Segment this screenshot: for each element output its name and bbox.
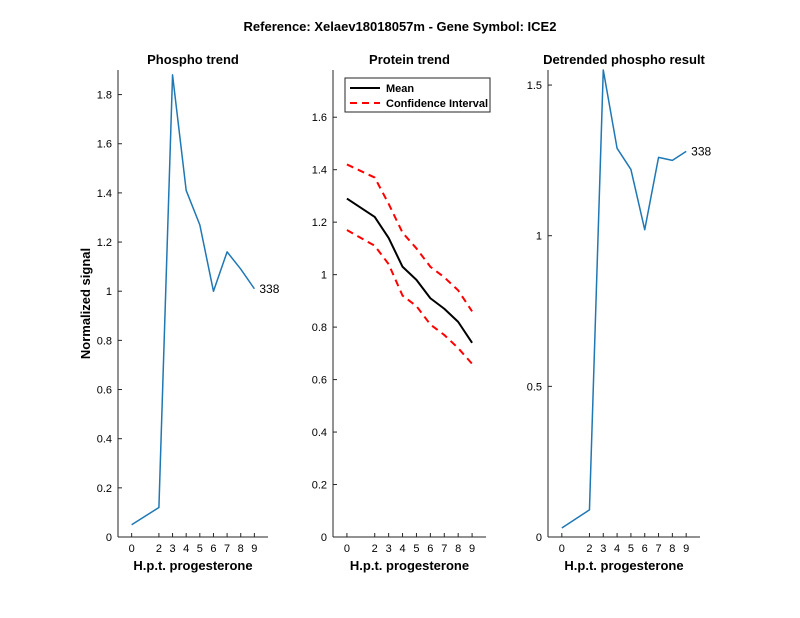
x-tick-label: 6	[427, 543, 433, 555]
phospho-trend-panel: 0 2 3 4 5 6 7 8 9 0 0.2 0.4 0.6 0.8 1 1.2 1.4 1.6 1.8 Phosp…	[78, 52, 280, 573]
x-tick-label: 2	[156, 543, 162, 555]
x-tick-label: 0	[344, 543, 350, 555]
y-tick-label: 0	[536, 532, 542, 544]
series-end-label: 338	[691, 144, 711, 158]
detrended-phospho-panel: 0 2 3 4 5 6 7 8 9 0 0.5 1 1.5 Detrended phospho resul…	[527, 52, 712, 573]
x-tick-label: 9	[251, 543, 257, 555]
x-axis-label: H.p.t. progesterone	[350, 558, 469, 573]
y-tick-label: 1.5	[527, 80, 542, 92]
y-tick-label: 0.5	[527, 381, 542, 393]
x-tick-label: 5	[628, 543, 634, 555]
panel-title: Protein trend	[369, 52, 450, 67]
x-tick-label: 6	[642, 543, 648, 555]
x-tick-label: 8	[669, 543, 675, 555]
x-tick-label: 3	[386, 543, 392, 555]
x-tick-label: 9	[683, 543, 689, 555]
x-axis-label: H.p.t. progesterone	[564, 558, 683, 573]
y-axis-label: Normalized signal	[78, 248, 93, 359]
y-tick-label: 1	[536, 231, 542, 243]
series-line	[561, 69, 687, 529]
x-tick-label: 7	[655, 543, 661, 555]
legend-box	[344, 77, 491, 113]
x-tick-label: 4	[183, 543, 189, 555]
x-tick-label: 4	[399, 543, 405, 555]
figure-title: Reference: Xelaev18018057m - Gene Symbol…	[244, 19, 557, 34]
y-tick-label: 0.8	[312, 322, 327, 334]
x-tick-label: 3	[600, 543, 606, 555]
x-tick-label: 5	[413, 543, 419, 555]
y-tick-label: 1.6	[97, 139, 112, 151]
x-axis-label: H.p.t. progesterone	[133, 558, 252, 573]
y-tick-label: 1.8	[97, 90, 112, 102]
y-tick-label: 1	[106, 286, 112, 298]
series-line	[346, 163, 473, 312]
x-tick-label: 9	[469, 543, 475, 555]
x-tick-label: 0	[559, 543, 565, 555]
x-tick-label: 8	[455, 543, 461, 555]
y-tick-label: 1.6	[312, 112, 327, 124]
legend-entry: Confidence Interval	[386, 98, 488, 110]
y-tick-label: 0.4	[312, 427, 327, 439]
y-tick-label: 1	[321, 270, 327, 282]
x-tick-label: 2	[586, 543, 592, 555]
series-line	[346, 197, 473, 344]
series-line	[346, 229, 473, 365]
y-tick-label: 0.8	[97, 335, 112, 347]
x-tick-label: 8	[238, 543, 244, 555]
y-tick-label: 1.2	[312, 217, 327, 229]
legend: Mean Confidence Interval	[344, 77, 491, 113]
x-tick-label: 4	[614, 543, 620, 555]
y-tick-label: 0.2	[312, 480, 327, 492]
x-tick-label: 0	[129, 543, 135, 555]
panel-title: Detrended phospho result	[543, 52, 705, 67]
y-tick-label: 0.6	[312, 375, 327, 387]
y-tick-label: 0.2	[97, 483, 112, 495]
series-end-label: 338	[259, 282, 279, 296]
x-tick-label: 2	[372, 543, 378, 555]
y-tick-label: 0.6	[97, 385, 112, 397]
panel-title: Phospho trend	[147, 52, 239, 67]
y-tick-label: 1.4	[312, 165, 327, 177]
x-tick-label: 7	[224, 543, 230, 555]
y-tick-label: 1.2	[97, 237, 112, 249]
protein-trend-panel: 0 2 3 4 5 6 7 8 9 0 0.2 0.4 0.6 0.8 1 1.2 1.4 1.6 Protein …	[312, 52, 491, 573]
y-tick-label: 1.4	[97, 188, 112, 200]
x-tick-label: 7	[441, 543, 447, 555]
y-tick-label: 0.4	[97, 434, 112, 446]
series-line	[131, 74, 255, 526]
x-tick-label: 3	[169, 543, 175, 555]
y-tick-label: 0	[106, 532, 112, 544]
legend-entry: Mean	[386, 83, 414, 95]
y-tick-label: 0	[321, 532, 327, 544]
x-tick-label: 6	[210, 543, 216, 555]
x-tick-label: 5	[197, 543, 203, 555]
